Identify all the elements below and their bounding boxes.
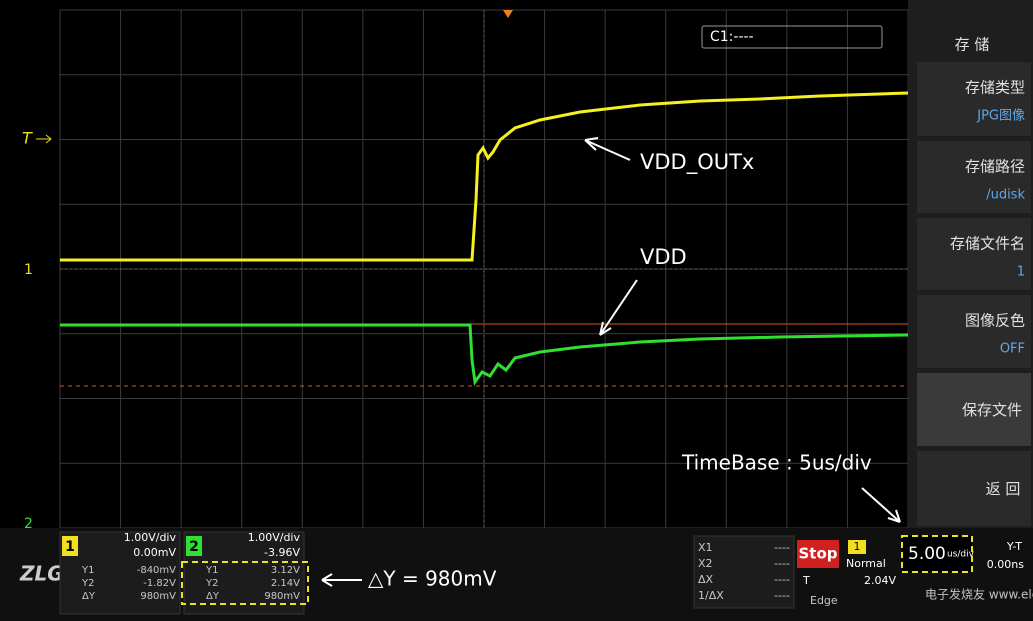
channel-offset: 0.00mV	[133, 546, 176, 559]
menu-item-value: /udisk	[986, 188, 1025, 203]
trigger-marker: T	[22, 129, 33, 148]
cursor-name: ΔY	[82, 591, 96, 602]
watermark: 电子发烧友 www.elecfans.com	[925, 587, 1033, 602]
menu-item[interactable]	[917, 62, 1031, 136]
annotation: △Y = 980mV	[368, 567, 497, 591]
annotation: VDD	[640, 245, 687, 269]
channel-panel	[59, 531, 181, 615]
cursor-value: 3.12V	[271, 565, 300, 576]
menu-item[interactable]	[917, 295, 1031, 368]
cursor-value: 2.14V	[271, 578, 300, 589]
annotation: TimeBase : 5us/div	[681, 451, 872, 475]
arrow	[584, 137, 631, 161]
cursor-name: X2	[698, 557, 713, 570]
menu-item[interactable]	[917, 141, 1031, 213]
timebase-box[interactable]	[901, 535, 973, 573]
mode-delay: 0.00ns	[987, 558, 1024, 571]
menu-item-value: 1	[1017, 265, 1025, 280]
cursor-value: 980mV	[140, 591, 176, 602]
arrow	[599, 279, 638, 336]
channel-badge	[62, 536, 78, 556]
ch2-trace	[60, 323, 909, 386]
cursor-readout: X1 ---- X2 ---- ΔX ---- 1/ΔX ----	[693, 535, 795, 609]
menu-item-label: 图像反色	[965, 312, 1025, 330]
menu-item-label: 保存文件	[962, 401, 1022, 419]
channel-panel	[183, 531, 305, 615]
cursor-label: C1:----	[710, 29, 754, 45]
menu-item-label: 返 回	[986, 480, 1021, 498]
timebase-unit: us/div	[947, 550, 975, 560]
logo: ZLG	[19, 562, 64, 586]
menu-item-label: 存储类型	[965, 79, 1025, 97]
highlight	[181, 561, 309, 605]
cursor-value: ----	[774, 573, 790, 586]
trigger-source-label: T	[802, 574, 810, 587]
cursor-box	[701, 25, 883, 49]
menu-item-label: 存储路径	[965, 158, 1025, 176]
annotation: VDD_OUTx	[640, 150, 754, 175]
channel-number: 2	[189, 539, 199, 555]
trigger-arrow	[36, 134, 52, 144]
ch1-marker: 1	[24, 262, 33, 278]
menu-item-label: 存储文件名	[950, 235, 1025, 253]
arrow	[861, 487, 901, 523]
cursor-panel	[693, 535, 795, 609]
cursor-name: Y2	[205, 578, 218, 589]
channel-scale: 1.00V/div	[248, 531, 301, 544]
timebase-value: 5.00	[908, 544, 946, 564]
channel-offset: -3.96V	[264, 546, 300, 559]
menu-title: 存 储	[955, 36, 990, 54]
cursor-name: Y1	[205, 565, 218, 576]
trigger-level: 2.04V	[864, 574, 896, 587]
cursor-name: 1/ΔX	[698, 589, 724, 602]
channel-scale: 1.00V/div	[124, 531, 177, 544]
cursor-name: ΔY	[206, 591, 220, 602]
cursor-value: -1.82V	[143, 578, 176, 589]
channel-panels: 1 1.00V/div 0.00mV Y1 -840mV Y2 -1.82V ΔY 980mV 2…	[59, 531, 305, 615]
trigger-channel-box	[848, 540, 866, 554]
cursor-name: X1	[698, 541, 713, 554]
menu-item-value: OFF	[1000, 342, 1025, 357]
trigger-mode: Normal	[846, 557, 886, 570]
ch1-trace	[60, 91, 909, 262]
run-state-box[interactable]	[797, 540, 839, 568]
trigger-channel: 1	[854, 540, 861, 553]
cursor-name: Y1	[81, 565, 94, 576]
cursor-value: ----	[774, 541, 790, 554]
menu-item-value: JPG图像	[976, 109, 1025, 124]
trigger-type: Edge	[810, 594, 838, 607]
arrow	[321, 573, 362, 587]
trigger-position	[503, 10, 513, 18]
cursor-value: 980mV	[264, 591, 300, 602]
cursor-value: -840mV	[137, 565, 176, 576]
ch2-marker: 2	[24, 516, 33, 532]
cursor-value: ----	[774, 589, 790, 602]
menu-item[interactable]	[917, 451, 1031, 526]
channel-number: 1	[65, 539, 75, 555]
menu-item[interactable]	[917, 373, 1031, 446]
cursor-value: ----	[774, 557, 790, 570]
cursor-name: ΔX	[698, 573, 714, 586]
mode-name: Y-T	[1006, 540, 1022, 553]
cursor-name: Y2	[81, 578, 94, 589]
run-state: Stop	[798, 545, 837, 563]
channel-badge	[186, 536, 202, 556]
menu-item[interactable]	[917, 218, 1031, 290]
